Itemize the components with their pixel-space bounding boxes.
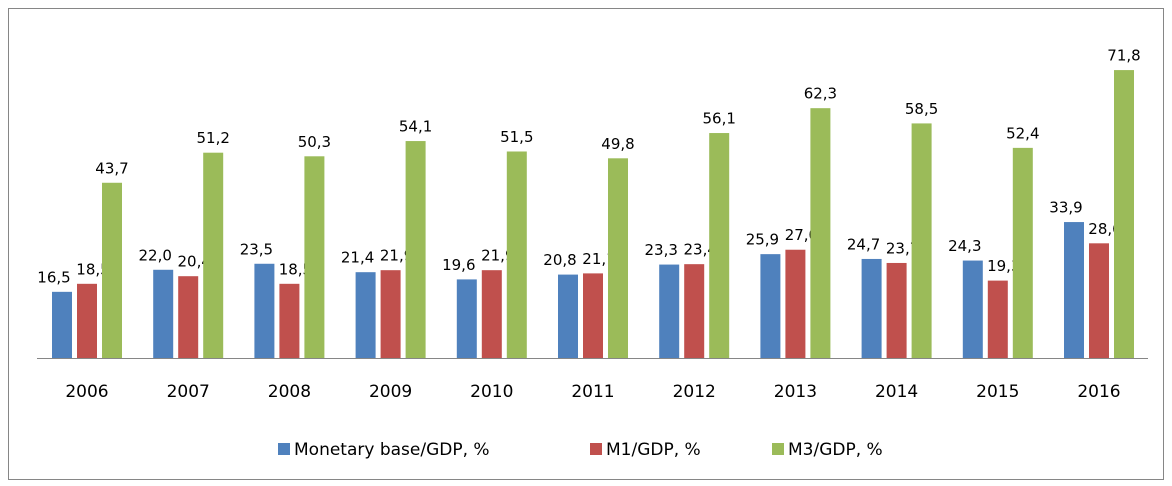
value-label: 51,2 [196,129,229,147]
value-label: 56,1 [702,110,735,128]
value-label: 20,4 [177,253,210,271]
bar [203,152,224,358]
bar [785,249,806,358]
x-tick-label: 2016 [1077,382,1120,402]
legend-swatch [772,443,784,455]
chart-border [8,8,1164,480]
bar [405,141,426,358]
value-label: 21,4 [341,249,374,267]
bar [506,151,527,358]
value-label: 52,4 [1006,124,1039,142]
value-label: 23,7 [886,239,919,257]
x-tick-label: 2013 [774,382,817,402]
value-label: 49,8 [601,135,634,153]
value-label: 25,9 [746,231,779,249]
value-label: 19,6 [442,256,475,274]
bar [178,276,199,358]
bar [558,274,578,358]
legend-label: Monetary base/GDP, % [294,440,490,460]
bar [481,270,502,358]
value-label: 51,5 [500,128,533,146]
legend-label: M3/GDP, % [788,440,883,460]
bar [861,258,882,358]
value-label: 22,0 [138,246,171,264]
value-label: 27,0 [785,226,818,244]
bar [810,108,831,358]
x-tick-label: 2012 [673,382,716,402]
bar [456,279,477,358]
bar [52,291,72,358]
value-label: 23,4 [683,241,716,259]
bar [77,283,97,358]
x-tick-label: 2007 [167,382,210,402]
value-label: 33,9 [1049,199,1082,217]
bar [962,260,983,358]
value-label: 43,7 [95,159,128,177]
x-tick-label: 2011 [571,382,614,402]
bar [886,262,907,358]
bar [608,158,628,358]
value-label: 21,9 [380,247,413,265]
value-label: 58,5 [905,100,938,118]
bar [153,269,174,358]
legend-label: M1/GDP, % [606,440,701,460]
bar [1012,147,1033,358]
bar [987,280,1008,358]
value-label: 16,5 [37,268,70,286]
bar [254,263,275,358]
legend-swatch [590,443,602,455]
value-label: 54,1 [399,118,432,136]
value-label: 18,5 [76,260,109,278]
bar [380,270,401,358]
x-tick-label: 2010 [470,382,513,402]
x-tick-label: 2009 [369,382,412,402]
bar [304,156,325,358]
value-label: 50,3 [298,133,331,151]
x-tick-label: 2014 [875,382,918,402]
bar [583,273,603,358]
legend-swatch [278,443,290,455]
value-label: 71,8 [1107,47,1140,65]
value-label: 23,3 [644,241,677,259]
bar [760,254,781,358]
value-label: 62,3 [804,85,837,103]
value-label: 18,5 [279,260,312,278]
bar [709,133,730,358]
x-tick-label: 2008 [268,382,311,402]
bar [911,123,932,358]
value-label: 24,7 [847,235,880,253]
bar [659,264,680,358]
bar [1089,243,1109,358]
value-label: 21,9 [481,247,514,265]
x-tick-label: 2015 [976,382,1019,402]
value-label: 20,8 [543,251,576,269]
bar [1064,222,1084,358]
x-tick-label: 2006 [65,382,108,402]
bar [684,264,705,358]
value-label: 28,6 [1088,220,1121,238]
value-label: 21,1 [582,250,615,268]
bar [279,283,300,358]
value-label: 24,3 [948,237,981,255]
bar [1114,70,1134,358]
value-label: 23,5 [240,240,273,258]
bar [355,272,376,358]
bar [102,182,122,358]
value-label: 19,3 [987,257,1020,275]
